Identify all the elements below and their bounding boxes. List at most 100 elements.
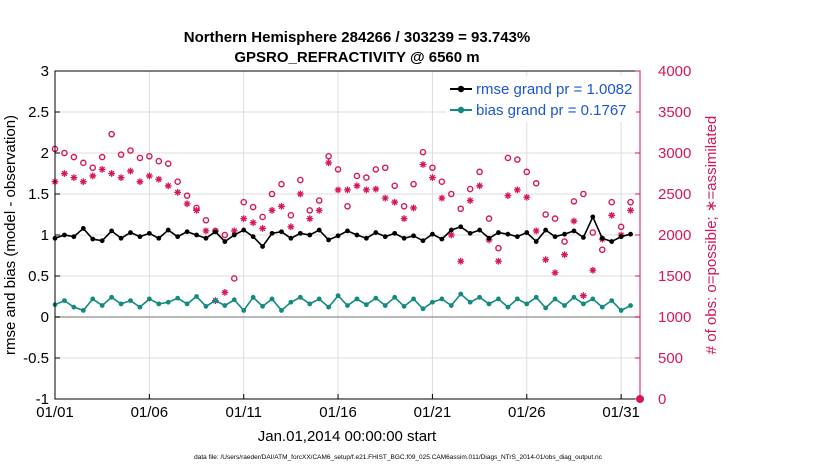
possible-point [598,246,606,254]
possible-point [589,229,597,236]
x-tick-label: 01/06 [131,404,169,421]
rmse-point [477,227,482,233]
bias-point [203,303,209,309]
possible-point [127,147,134,154]
bias-point [477,294,482,300]
possible-point [391,182,398,190]
assimilated-point [627,207,634,214]
possible-point [438,178,446,185]
bias-point [363,302,369,308]
rmse-point [354,232,360,238]
bias-point [335,293,341,299]
bias-point [62,298,67,303]
y2-tick-label: 0 [658,391,666,408]
possible-point [240,198,248,206]
assimilated-point [513,186,521,194]
bias-point [109,294,115,300]
bias-point [354,296,360,302]
assimilated-point [79,178,87,186]
possible-point [70,153,78,161]
rmse-point [571,228,577,234]
possible-point [523,168,531,176]
assimilated-point [61,170,68,177]
rmse-point [90,236,96,242]
possible-point [249,203,257,211]
rmse-point [307,232,313,238]
bias-point [297,294,303,300]
possible-point [476,168,483,176]
assimilated-point [145,172,153,180]
possible-point [221,231,229,239]
bias-point [316,296,322,302]
bias-point [401,303,407,309]
rmse-point [231,232,237,238]
assimilated-point [362,186,370,194]
bias-point [524,301,530,307]
bias-point [241,308,247,313]
bias-point [345,303,350,308]
possible-point [183,192,191,199]
bias-point [439,296,445,302]
assimilated-point [268,207,276,214]
bias-point [628,303,633,308]
assimilated-point [240,215,248,222]
rmse-point [618,234,624,240]
rmse-point [590,214,596,220]
bias-point [279,308,284,313]
possible-point [372,166,380,173]
possible-point [230,275,238,282]
rmse-point [109,228,115,234]
assimilated-point [561,251,568,259]
bias-point [392,294,398,300]
rmse-point [373,230,379,235]
possible-point [363,174,370,181]
assimilated-point [325,159,333,167]
possible-point [155,157,163,165]
legend: rmse grand pr = 1.0082 bias grand pr = 0… [446,76,636,122]
legend-rmse-marker [457,85,465,93]
bias-point [505,304,511,310]
rmse-point [363,235,369,241]
bias-point [552,296,558,302]
bias-point [458,291,464,297]
y2-tick-label: 2000 [658,227,691,244]
bias-point [118,301,124,307]
assimilated-point [391,198,399,206]
rmse-point [448,227,454,233]
rmse-point [496,230,501,235]
possible-point [381,164,389,172]
rmse-point [184,229,190,235]
assimilated-point [164,182,172,190]
rmse-point [99,238,105,244]
y-tick-label: 2.5 [28,104,49,121]
right-axis: 0 500 1000 1500 2000 2500 3000 3500 4000 [635,63,691,408]
bias-point [184,301,190,307]
assimilated-point [117,174,125,181]
assimilated-point [579,292,587,300]
assimilated-point [315,207,323,214]
possible-point [551,215,559,222]
bias-point [213,298,218,303]
series-layer [51,130,634,313]
assimilated-point [259,225,266,232]
bias-point [618,308,624,313]
rmse-point [165,227,171,233]
bias-point [486,301,492,307]
possible-point [410,180,417,188]
possible-point [400,202,408,210]
assimilated-point [287,223,295,231]
rmse-point [458,224,464,230]
rmse-point [128,230,133,235]
possible-point [89,164,97,172]
rmse-point [203,235,209,241]
bias-point [80,308,86,313]
left-axis: -1 -0.5 0 0.5 1 1.5 2 2.5 3 [23,63,60,408]
bias-point [156,301,162,307]
rmse-point [382,234,388,240]
assimilated-point [495,257,502,265]
bias-point [533,294,539,300]
rmse-point [260,244,265,249]
rmse-point [628,231,633,237]
rmse-point [118,235,124,241]
y2-zero-marker [636,395,644,403]
